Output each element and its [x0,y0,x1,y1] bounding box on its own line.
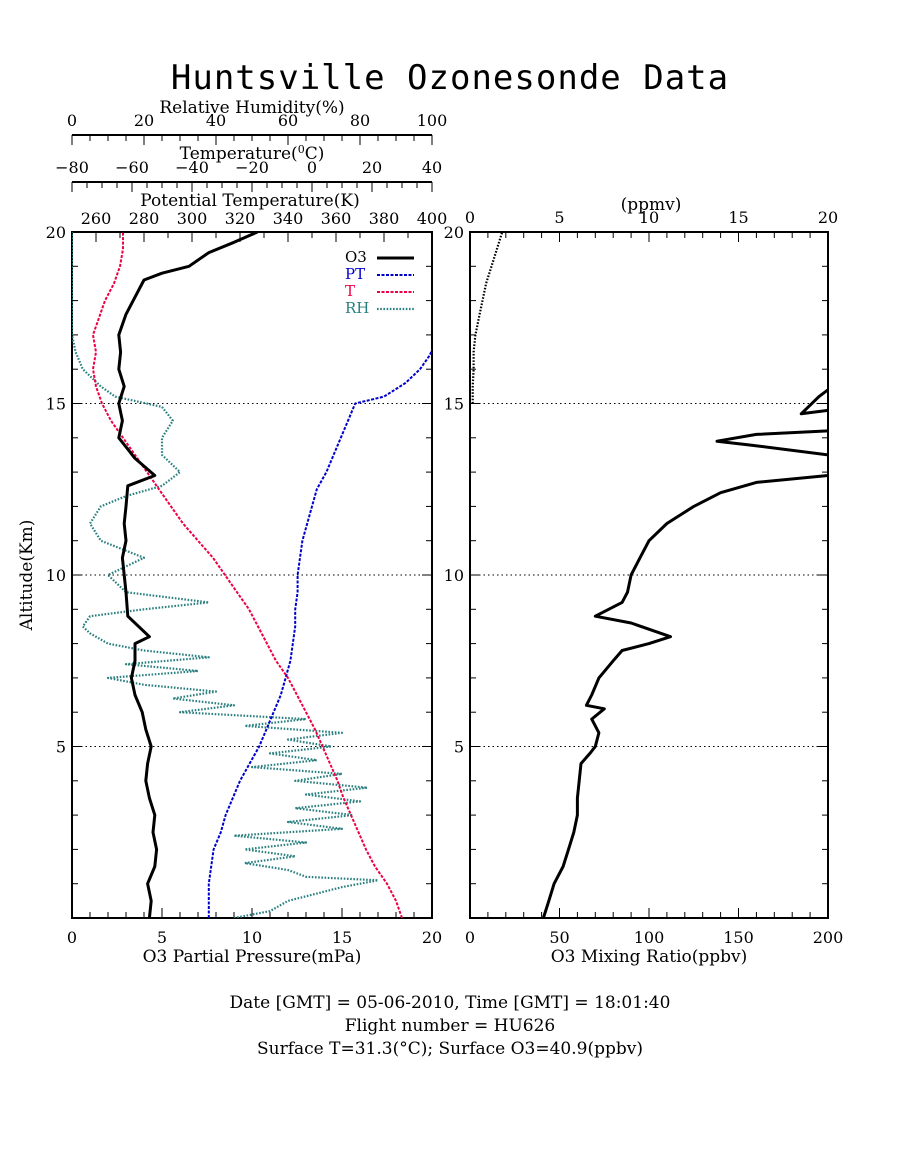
potential-temperature-axis-tick-label: 260 [81,209,112,228]
temperature-axis-title: Temperature(0C) [180,143,325,165]
footer-date-time: Date [GMT] = 05-06-2010, Time [GMT] = 18… [229,993,671,1013]
temperature-axis-tick-label: 20 [362,158,382,177]
temperature-axis-tick-label: −40 [175,158,209,177]
relative-humidity-axis-tick-label: 40 [206,111,226,130]
series-pt-line [207,347,432,918]
o3-partial-pressure-axis-tick-label: 10 [242,928,262,947]
ppmv-axis-tick-label: 10 [639,208,659,227]
ppmv-series-line [471,232,504,404]
temperature-axis-tick-label: −20 [235,158,269,177]
potential-temperature-axis-title: Potential Temperature(K) [140,191,359,211]
relative-humidity-axis-tick-label: 60 [278,111,298,130]
o3-partial-pressure-axis-tick-label: 15 [332,928,352,947]
ppmv-axis-title: (ppmv) [621,195,682,215]
left-altitude-axis-tick-label: 15 [46,395,66,414]
footer-flight-number: Flight number = HU626 [344,1016,556,1036]
series-rh-line [72,232,380,918]
potential-temperature-axis-tick-label: 300 [177,209,208,228]
o3-partial-pressure-axis-title: O3 Partial Pressure(mPa) [143,947,362,967]
series-t-line [92,232,403,918]
relative-humidity-axis-tick-label: 0 [67,111,77,130]
mixing-ratio-axis-tick-label: 150 [723,928,754,947]
left-altitude-axis-tick-label: 5 [56,738,66,757]
temperature-axis-tick-label: −60 [115,158,149,177]
legend-label-rh: RH [345,299,369,317]
potential-temperature-axis-tick-label: 400 [417,209,448,228]
mixing-ratio-axis-tick-label: 100 [634,928,665,947]
relative-humidity-axis-tick-label: 80 [350,111,370,130]
left-altitude-axis-tick-label: 10 [46,566,66,585]
right-altitude-tick-label: 5 [454,738,464,757]
relative-humidity-axis-tick-label: 100 [417,111,448,130]
ppmv-axis-tick-label: 20 [818,208,838,227]
mixing-ratio-axis-tick-label: 50 [549,928,569,947]
footer-surface-values: Surface T=31.3(°C); Surface O3=40.9(ppbv… [257,1039,643,1059]
mixing-ratio-series-line [715,429,828,457]
temperature-axis-tick-label: 40 [422,158,442,177]
potential-temperature-axis-tick-label: 380 [369,209,400,228]
footer-info: Date [GMT] = 05-06-2010, Time [GMT] = 18… [0,992,900,1061]
left-altitude-axis-tick-label: 20 [46,223,66,242]
series-o3-line [117,232,259,918]
relative-humidity-axis-title: Relative Humidity(%) [159,98,344,118]
altitude-axis-title: Altitude(Km) [17,520,37,632]
potential-temperature-axis-tick-label: 340 [273,209,304,228]
right-altitude-tick-label: 10 [444,566,464,585]
ppmv-axis-tick-label: 15 [728,208,748,227]
right-altitude-tick-label: 15 [444,395,464,414]
right-altitude-tick-label: 20 [444,223,464,242]
ppmv-axis-tick-label: 5 [554,208,564,227]
page-title: Huntsville Ozonesonde Data [170,58,730,98]
temperature-axis-tick-label: 0 [307,158,317,177]
potential-temperature-axis-tick-label: 280 [129,209,160,228]
mixing-ratio-series-line [541,474,828,918]
mixing-ratio-axis-tick-label: 200 [813,928,844,947]
relative-humidity-axis-tick-label: 20 [134,111,154,130]
legend-label-t: T [345,282,355,300]
temperature-axis-tick-label: −80 [55,158,89,177]
potential-temperature-axis-tick-label: 320 [225,209,256,228]
ppmv-axis-tick-label: 0 [465,208,475,227]
mixing-ratio-axis-tick-label: 0 [465,928,475,947]
mixing-ratio-series-line [799,388,828,416]
mixing-ratio-axis-title: O3 Mixing Ratio(ppbv) [551,947,748,967]
o3-partial-pressure-axis-tick-label: 20 [422,928,442,947]
o3-partial-pressure-axis-tick-label: 0 [67,928,77,947]
potential-temperature-axis-tick-label: 360 [321,209,352,228]
legend-label-o3: O3 [345,248,367,266]
right-plot-frame [469,231,829,919]
legend-label-pt: PT [345,265,365,283]
o3-partial-pressure-axis-tick-label: 5 [157,928,167,947]
